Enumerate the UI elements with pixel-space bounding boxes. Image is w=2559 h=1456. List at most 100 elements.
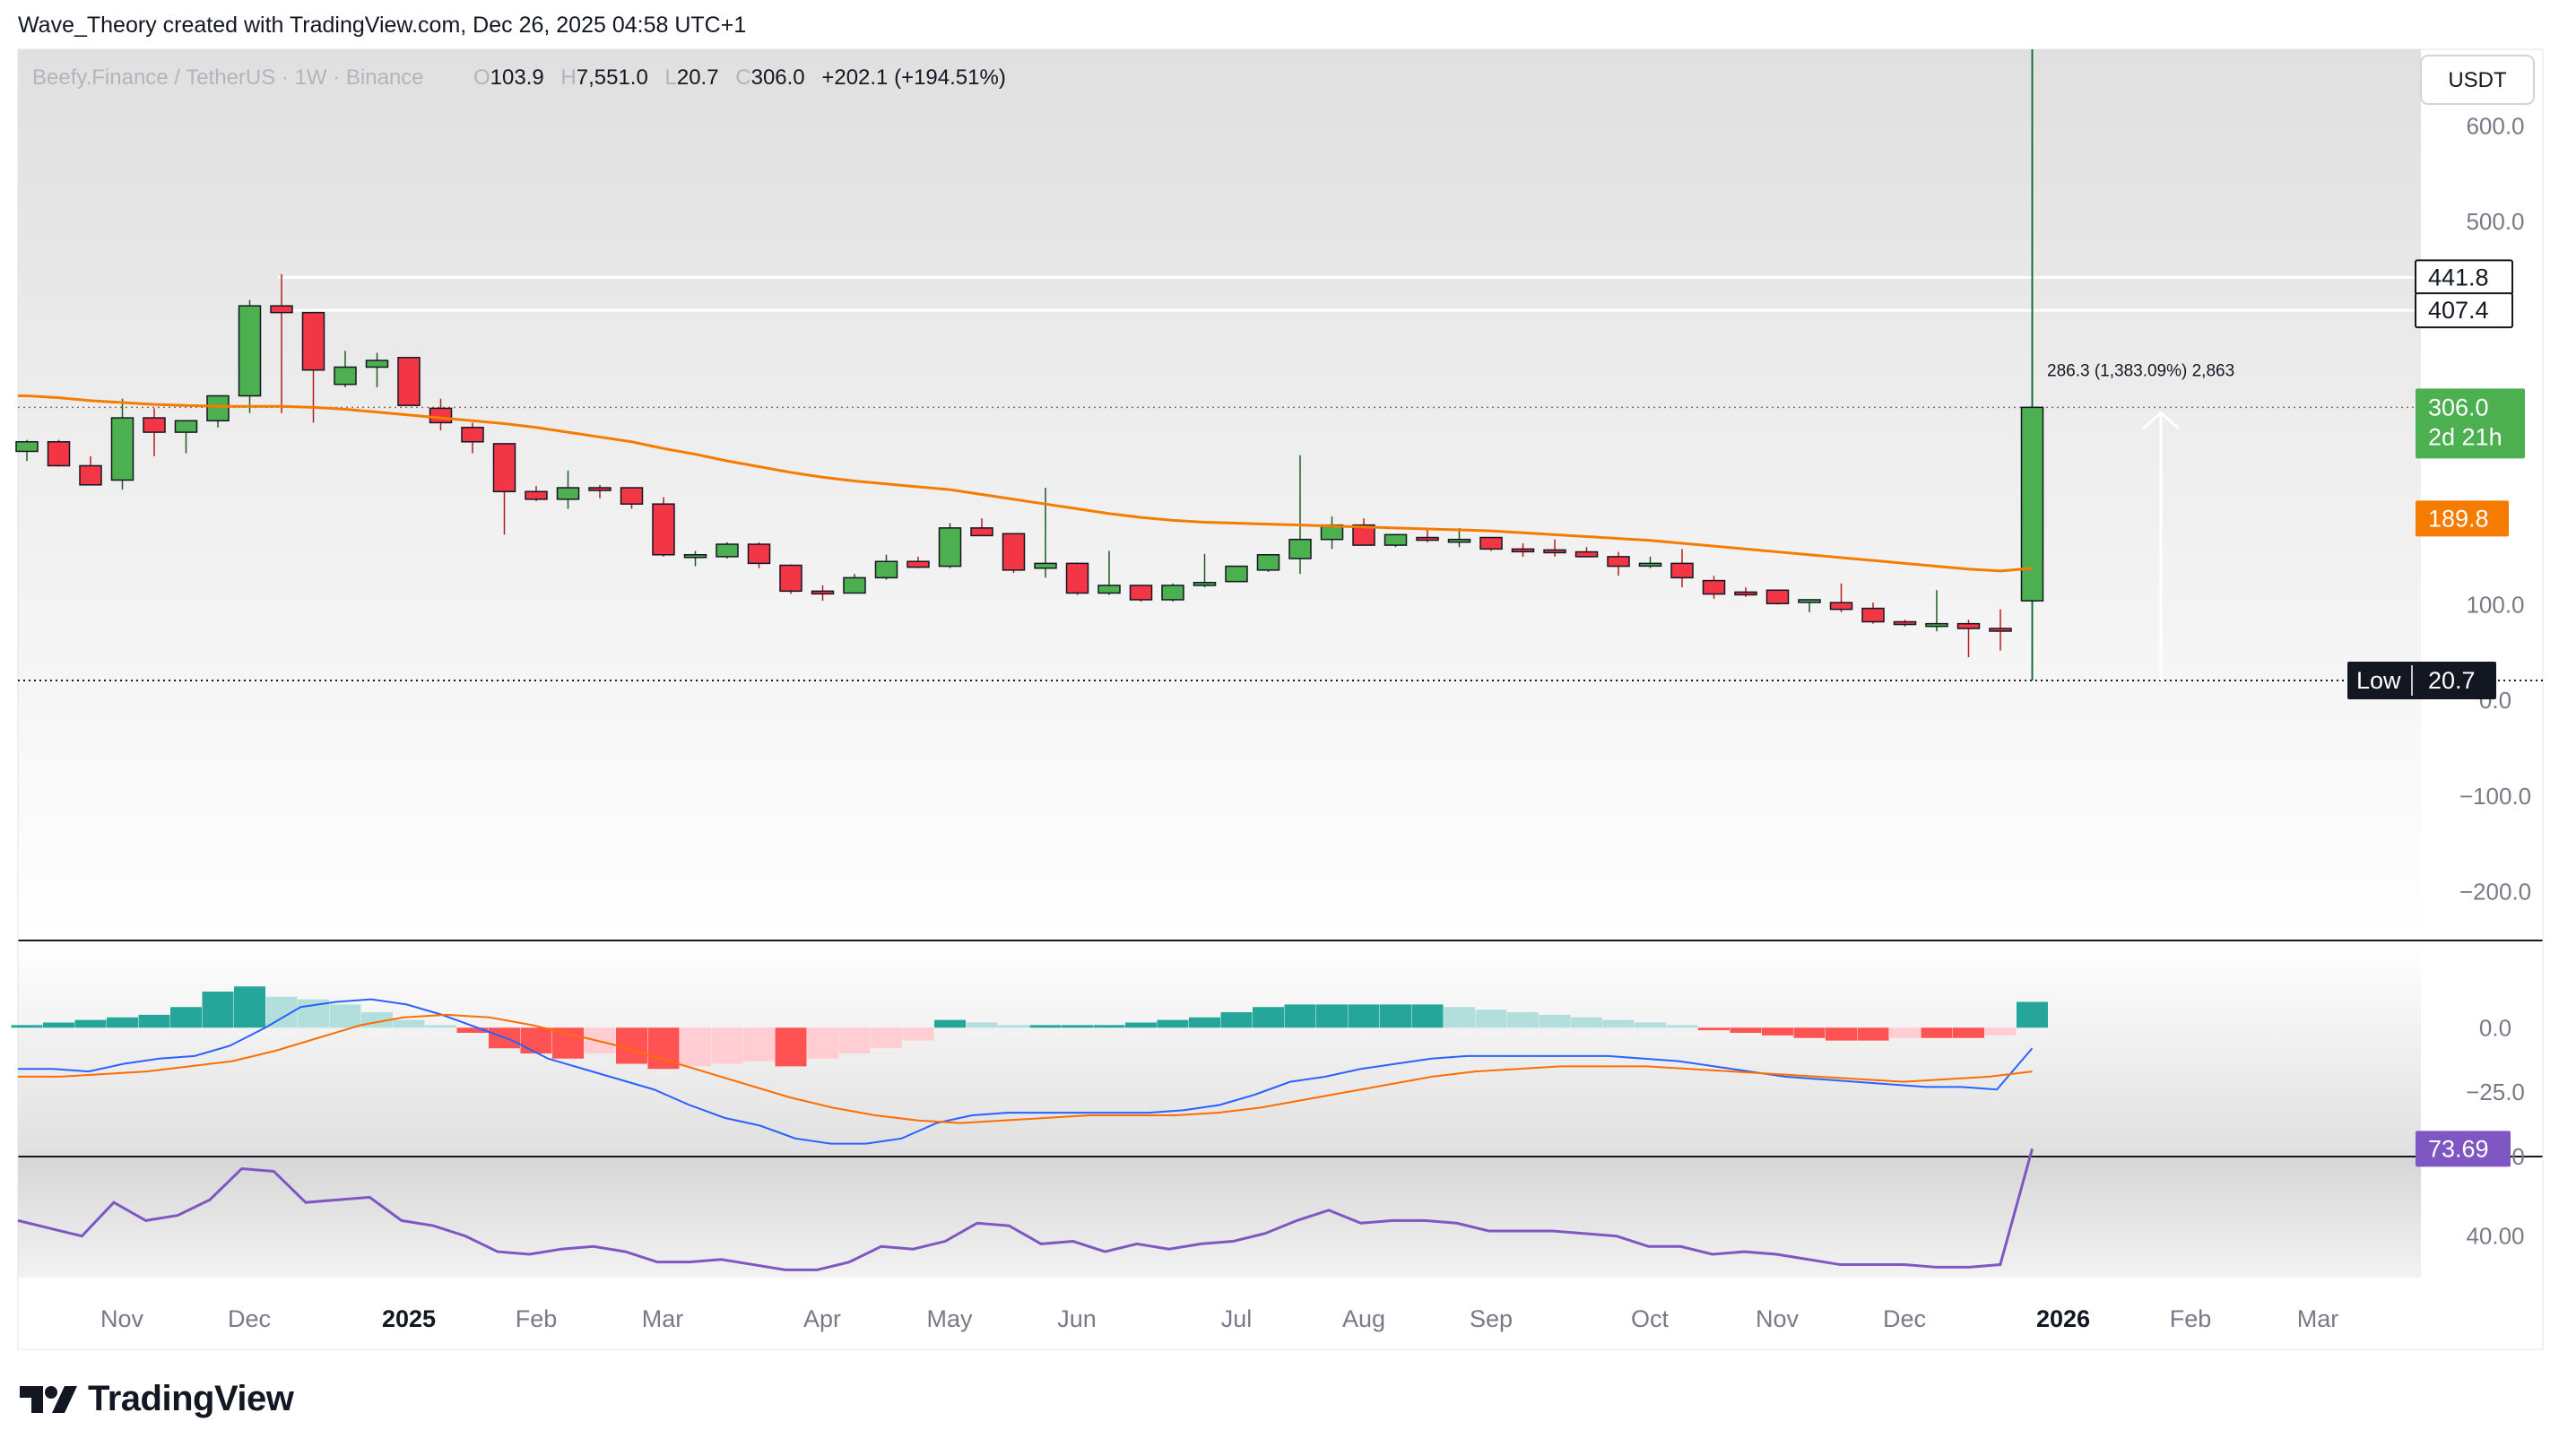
candle-body[interactable] <box>683 554 707 559</box>
macd-histogram-bar <box>807 1027 838 1059</box>
candle-body[interactable] <box>206 394 230 422</box>
candle-body[interactable] <box>970 527 993 537</box>
candle-body[interactable] <box>716 543 739 558</box>
candle-body[interactable] <box>79 464 102 486</box>
candle-body[interactable] <box>1511 548 1535 553</box>
time-axis-tick: 2026 <box>2036 1305 2090 1332</box>
candle-body[interactable] <box>1097 585 1121 594</box>
candle-body[interactable] <box>1288 538 1312 559</box>
legend-symbol: Beefy.Finance / TetherUS · 1W · Binance <box>32 65 424 90</box>
candle-body[interactable] <box>1861 607 1885 623</box>
candle-body[interactable] <box>1002 533 1026 571</box>
rsi-line[interactable] <box>17 1148 2034 1271</box>
candle-body[interactable] <box>1225 565 1248 583</box>
candle-body[interactable] <box>2020 406 2044 602</box>
candle-body[interactable] <box>1925 622 1948 628</box>
horizontal-level-label[interactable]: 407.4 <box>2415 292 2513 329</box>
candle-body[interactable] <box>1416 536 1439 542</box>
candle-body[interactable] <box>1798 599 1821 603</box>
candle-body[interactable] <box>620 487 644 505</box>
candle-body[interactable] <box>270 305 293 314</box>
candle-body[interactable] <box>1702 579 1726 595</box>
candle-body[interactable] <box>492 443 516 493</box>
macd-histogram-bar <box>1984 1027 2017 1036</box>
candle-body[interactable] <box>1034 562 1057 569</box>
candle-body[interactable] <box>1256 554 1280 571</box>
candle-body[interactable] <box>334 366 357 386</box>
macd-signal-line[interactable] <box>18 1013 2033 1124</box>
candle-body[interactable] <box>143 417 166 433</box>
macd-histogram-bar <box>1093 1025 1125 1028</box>
candle-body[interactable] <box>525 490 548 500</box>
candle-body[interactable] <box>47 441 71 467</box>
candle-body[interactable] <box>238 305 262 397</box>
tradingview-logo: TradingView <box>20 1379 294 1419</box>
candle-body[interactable] <box>301 311 325 371</box>
candle-body[interactable] <box>779 564 802 593</box>
candle-body[interactable] <box>1670 562 1694 579</box>
ma-price-label-text: 189.8 <box>2428 505 2489 532</box>
candle-body[interactable] <box>1447 538 1471 543</box>
low-price-value: 20.7 <box>2428 667 2476 694</box>
candle-body[interactable] <box>461 427 484 443</box>
macd-histogram-bar <box>1602 1019 1635 1028</box>
horizontal-level-label[interactable]: 441.8 <box>2415 259 2513 296</box>
low-price-caption: Low <box>2356 667 2401 694</box>
candle-body[interactable] <box>429 407 453 424</box>
candle-body[interactable] <box>556 487 580 500</box>
candle-body[interactable] <box>1384 533 1408 546</box>
candle-body[interactable] <box>15 441 39 453</box>
candle-body[interactable] <box>1574 550 1599 558</box>
candle-body[interactable] <box>811 590 835 595</box>
candle-body[interactable] <box>938 527 962 568</box>
candle-body[interactable] <box>1638 562 1662 568</box>
rsi-pane-background <box>18 1157 2421 1278</box>
low-price-label[interactable]: Low 20.7 <box>2347 661 2496 699</box>
legend-open-value: 103.9 <box>490 65 544 90</box>
candle-body[interactable] <box>1193 581 1217 586</box>
last-price-label[interactable]: 306.0 2d 21h <box>2416 388 2525 459</box>
candle-body[interactable] <box>747 543 771 565</box>
candle-body[interactable] <box>1989 628 2012 632</box>
candle-body[interactable] <box>1543 549 1566 554</box>
macd-histogram-bar <box>43 1022 74 1028</box>
legend-change: +202.1 (+194.51%) <box>821 65 1006 90</box>
price-axis-tick: 500.0 <box>2466 208 2524 235</box>
candle-body[interactable] <box>874 560 898 579</box>
candle-body[interactable] <box>1129 585 1153 601</box>
svg-text:O103.9 H7,551.0 L2: O103.9 H7,551.0 L20.7 C306.0 +202.1 (+19… <box>473 65 1006 90</box>
macd-line[interactable] <box>18 998 2034 1145</box>
candle-body[interactable] <box>1734 591 1757 596</box>
candle-body[interactable] <box>652 503 675 556</box>
currency-button[interactable]: USDT <box>2420 55 2535 105</box>
candle-body[interactable] <box>1479 536 1503 550</box>
macd-histogram-bar <box>616 1027 647 1064</box>
candle-body[interactable] <box>110 417 134 481</box>
candle-body[interactable] <box>1765 589 1790 604</box>
candle-body[interactable] <box>1956 622 1981 629</box>
candle-body[interactable] <box>397 357 421 406</box>
macd-histogram-bar <box>838 1027 871 1053</box>
candle-body[interactable] <box>174 420 198 433</box>
candle-body[interactable] <box>843 576 866 594</box>
candle-body[interactable] <box>1893 620 1917 626</box>
candle-body[interactable] <box>906 560 930 568</box>
candle-body[interactable] <box>1161 585 1184 601</box>
candle-body[interactable] <box>1829 602 1853 611</box>
measure-arrow-head <box>2141 411 2181 430</box>
macd-pane-background <box>18 941 2421 1157</box>
candle-body[interactable] <box>365 360 389 368</box>
macd-histogram-bar <box>743 1027 775 1062</box>
ma-price-label[interactable]: 189.8 <box>2416 500 2509 537</box>
candle-body[interactable] <box>1607 556 1630 568</box>
tradingview-logo-icon <box>20 1385 77 1413</box>
moving-average-line[interactable] <box>18 394 2033 573</box>
candle-body[interactable] <box>1352 524 1375 546</box>
macd-axis-tick: −25.0 <box>2466 1079 2525 1105</box>
time-axis-tick: Jul <box>1221 1305 1253 1332</box>
candle-body[interactable] <box>1065 562 1089 594</box>
macd-histogram-bar <box>1316 1004 1348 1028</box>
candle-body[interactable] <box>588 487 612 491</box>
rsi-value-label[interactable]: 73.69 <box>2416 1131 2511 1167</box>
